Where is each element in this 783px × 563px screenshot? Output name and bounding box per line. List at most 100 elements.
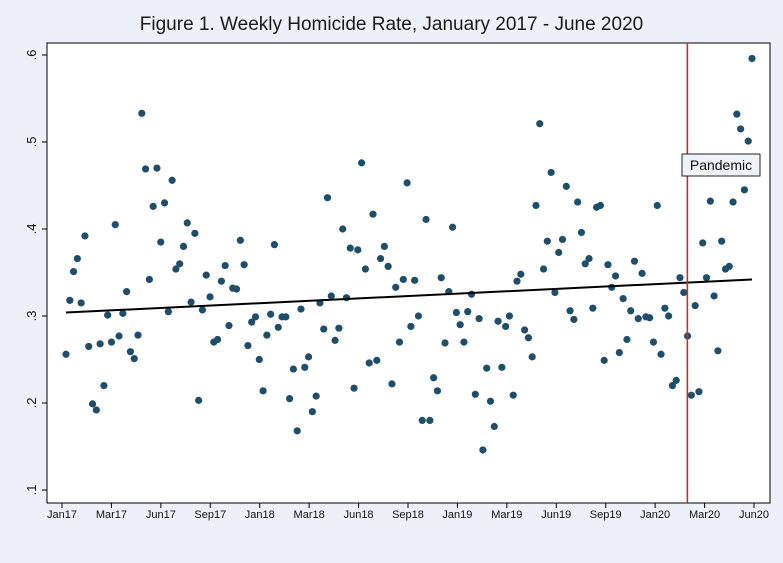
data-point [373, 356, 381, 364]
data-point [441, 339, 449, 347]
data-point [456, 321, 464, 329]
data-point [668, 382, 677, 390]
data-point [308, 408, 316, 416]
data-point [187, 298, 195, 306]
data-point [191, 229, 199, 237]
data-point [176, 260, 184, 268]
data-point [134, 331, 142, 339]
data-point [695, 388, 703, 396]
x-tick-label: Jan19 [442, 509, 472, 521]
data-point [646, 314, 654, 322]
x-tick-label: Jan18 [245, 509, 275, 521]
data-point [528, 353, 536, 361]
data-point [555, 248, 563, 257]
y-tick-label: .1 [24, 485, 39, 496]
data-point [426, 416, 434, 424]
data-point [543, 237, 551, 245]
data-point [577, 228, 586, 237]
data-point [407, 322, 415, 331]
data-point [172, 265, 180, 273]
data-point [524, 334, 532, 342]
data-point [532, 201, 540, 210]
trend-line [65, 278, 753, 314]
data-point [657, 350, 665, 358]
data-point [479, 446, 487, 454]
data-point [304, 353, 313, 361]
data-point [214, 335, 222, 344]
data-point [464, 308, 472, 316]
data-point [274, 323, 282, 331]
data-point [574, 198, 582, 206]
data-point [138, 109, 146, 117]
data-point [596, 201, 604, 210]
data-point [293, 427, 301, 435]
y-tick-label: .2 [24, 398, 39, 409]
data-point [297, 305, 305, 313]
data-point [168, 176, 176, 184]
data-point [320, 325, 328, 333]
x-axis: Jan17 Mar17 Jun17 Sep17 Jan18 Mar18 Jun18 Sep18… [47, 503, 769, 521]
data-point [195, 396, 203, 404]
data-point [706, 197, 714, 205]
data-point [358, 159, 366, 167]
data-point [62, 350, 70, 358]
data-point [202, 271, 210, 279]
data-point [619, 295, 627, 303]
data-point [388, 380, 396, 388]
data-point [733, 110, 741, 118]
data-point [232, 285, 241, 293]
data-point [392, 283, 400, 291]
data-point [486, 397, 495, 405]
y-tick-label: .6 [24, 50, 39, 61]
data-point [384, 262, 392, 271]
data-points [62, 54, 756, 454]
x-tick-label: Mar19 [491, 509, 522, 521]
data-point [221, 261, 229, 270]
data-point [649, 338, 658, 346]
data-point [718, 237, 726, 245]
data-point [422, 215, 430, 224]
x-tick-label: Jan20 [640, 509, 670, 521]
data-point [107, 338, 116, 346]
data-point [539, 265, 548, 273]
data-point [73, 254, 81, 263]
data-point [350, 384, 358, 392]
data-point [198, 306, 207, 314]
data-point [123, 288, 131, 296]
x-tick-label: Sep17 [194, 509, 226, 521]
data-point [611, 272, 620, 280]
data-point [183, 219, 191, 227]
data-point [255, 355, 263, 364]
data-point [100, 382, 108, 390]
data-point [365, 359, 373, 367]
x-tick-label: Jun19 [541, 509, 571, 521]
data-point [312, 392, 320, 400]
data-point [248, 318, 256, 326]
data-point [88, 400, 97, 408]
data-point [630, 257, 639, 265]
data-point [600, 356, 608, 364]
data-point [566, 307, 574, 315]
data-point [130, 355, 138, 363]
data-point [217, 277, 225, 285]
x-tick-label: Jun18 [344, 509, 374, 521]
data-point [623, 335, 631, 344]
y-tick-label: .5 [24, 137, 39, 148]
data-point [92, 406, 100, 414]
data-point [740, 186, 749, 194]
data-point [289, 365, 298, 373]
data-point [505, 312, 514, 320]
data-point [331, 336, 339, 344]
data-point [520, 326, 529, 334]
data-point [638, 269, 646, 277]
pandemic-label-box [681, 153, 761, 177]
data-point [164, 308, 172, 316]
data-point [104, 311, 112, 319]
data-point [270, 241, 279, 249]
x-tick-label: Mar18 [294, 509, 325, 521]
data-point [395, 338, 404, 346]
data-point [460, 338, 468, 346]
data-point [282, 313, 290, 321]
data-point [369, 210, 377, 218]
data-point [376, 254, 385, 263]
